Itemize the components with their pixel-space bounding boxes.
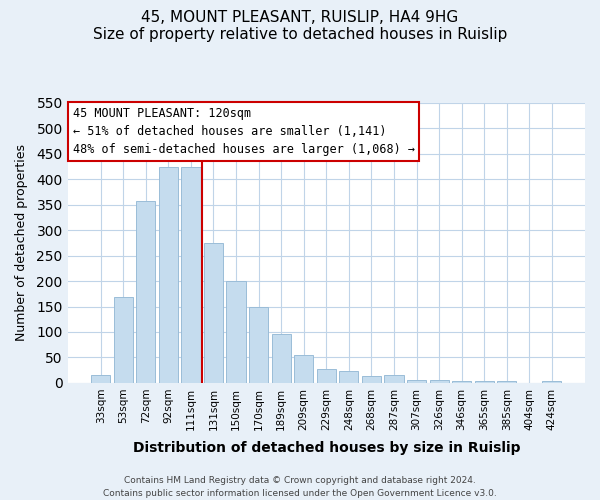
Text: 45, MOUNT PLEASANT, RUISLIP, HA4 9HG
Size of property relative to detached house: 45, MOUNT PLEASANT, RUISLIP, HA4 9HG Siz… [93, 10, 507, 42]
Bar [226, 281, 245, 383]
Bar [339, 371, 358, 383]
Bar [294, 355, 313, 383]
Bar [475, 382, 494, 383]
X-axis label: Distribution of detached houses by size in Ruislip: Distribution of detached houses by size … [133, 441, 520, 455]
Text: Contains HM Land Registry data © Crown copyright and database right 2024.
Contai: Contains HM Land Registry data © Crown c… [103, 476, 497, 498]
Bar [430, 380, 449, 383]
Bar [407, 380, 426, 383]
Bar [113, 298, 133, 383]
Bar [542, 382, 562, 383]
Bar [317, 368, 336, 383]
Bar [497, 382, 517, 383]
Bar [204, 243, 223, 383]
Bar [181, 166, 200, 383]
Bar [91, 376, 110, 383]
Bar [452, 382, 471, 383]
Bar [136, 201, 155, 383]
Bar [159, 166, 178, 383]
Bar [385, 376, 404, 383]
Y-axis label: Number of detached properties: Number of detached properties [15, 144, 28, 342]
Bar [362, 376, 381, 383]
Bar [249, 306, 268, 383]
Text: 45 MOUNT PLEASANT: 120sqm
← 51% of detached houses are smaller (1,141)
48% of se: 45 MOUNT PLEASANT: 120sqm ← 51% of detac… [73, 107, 415, 156]
Bar [272, 334, 291, 383]
